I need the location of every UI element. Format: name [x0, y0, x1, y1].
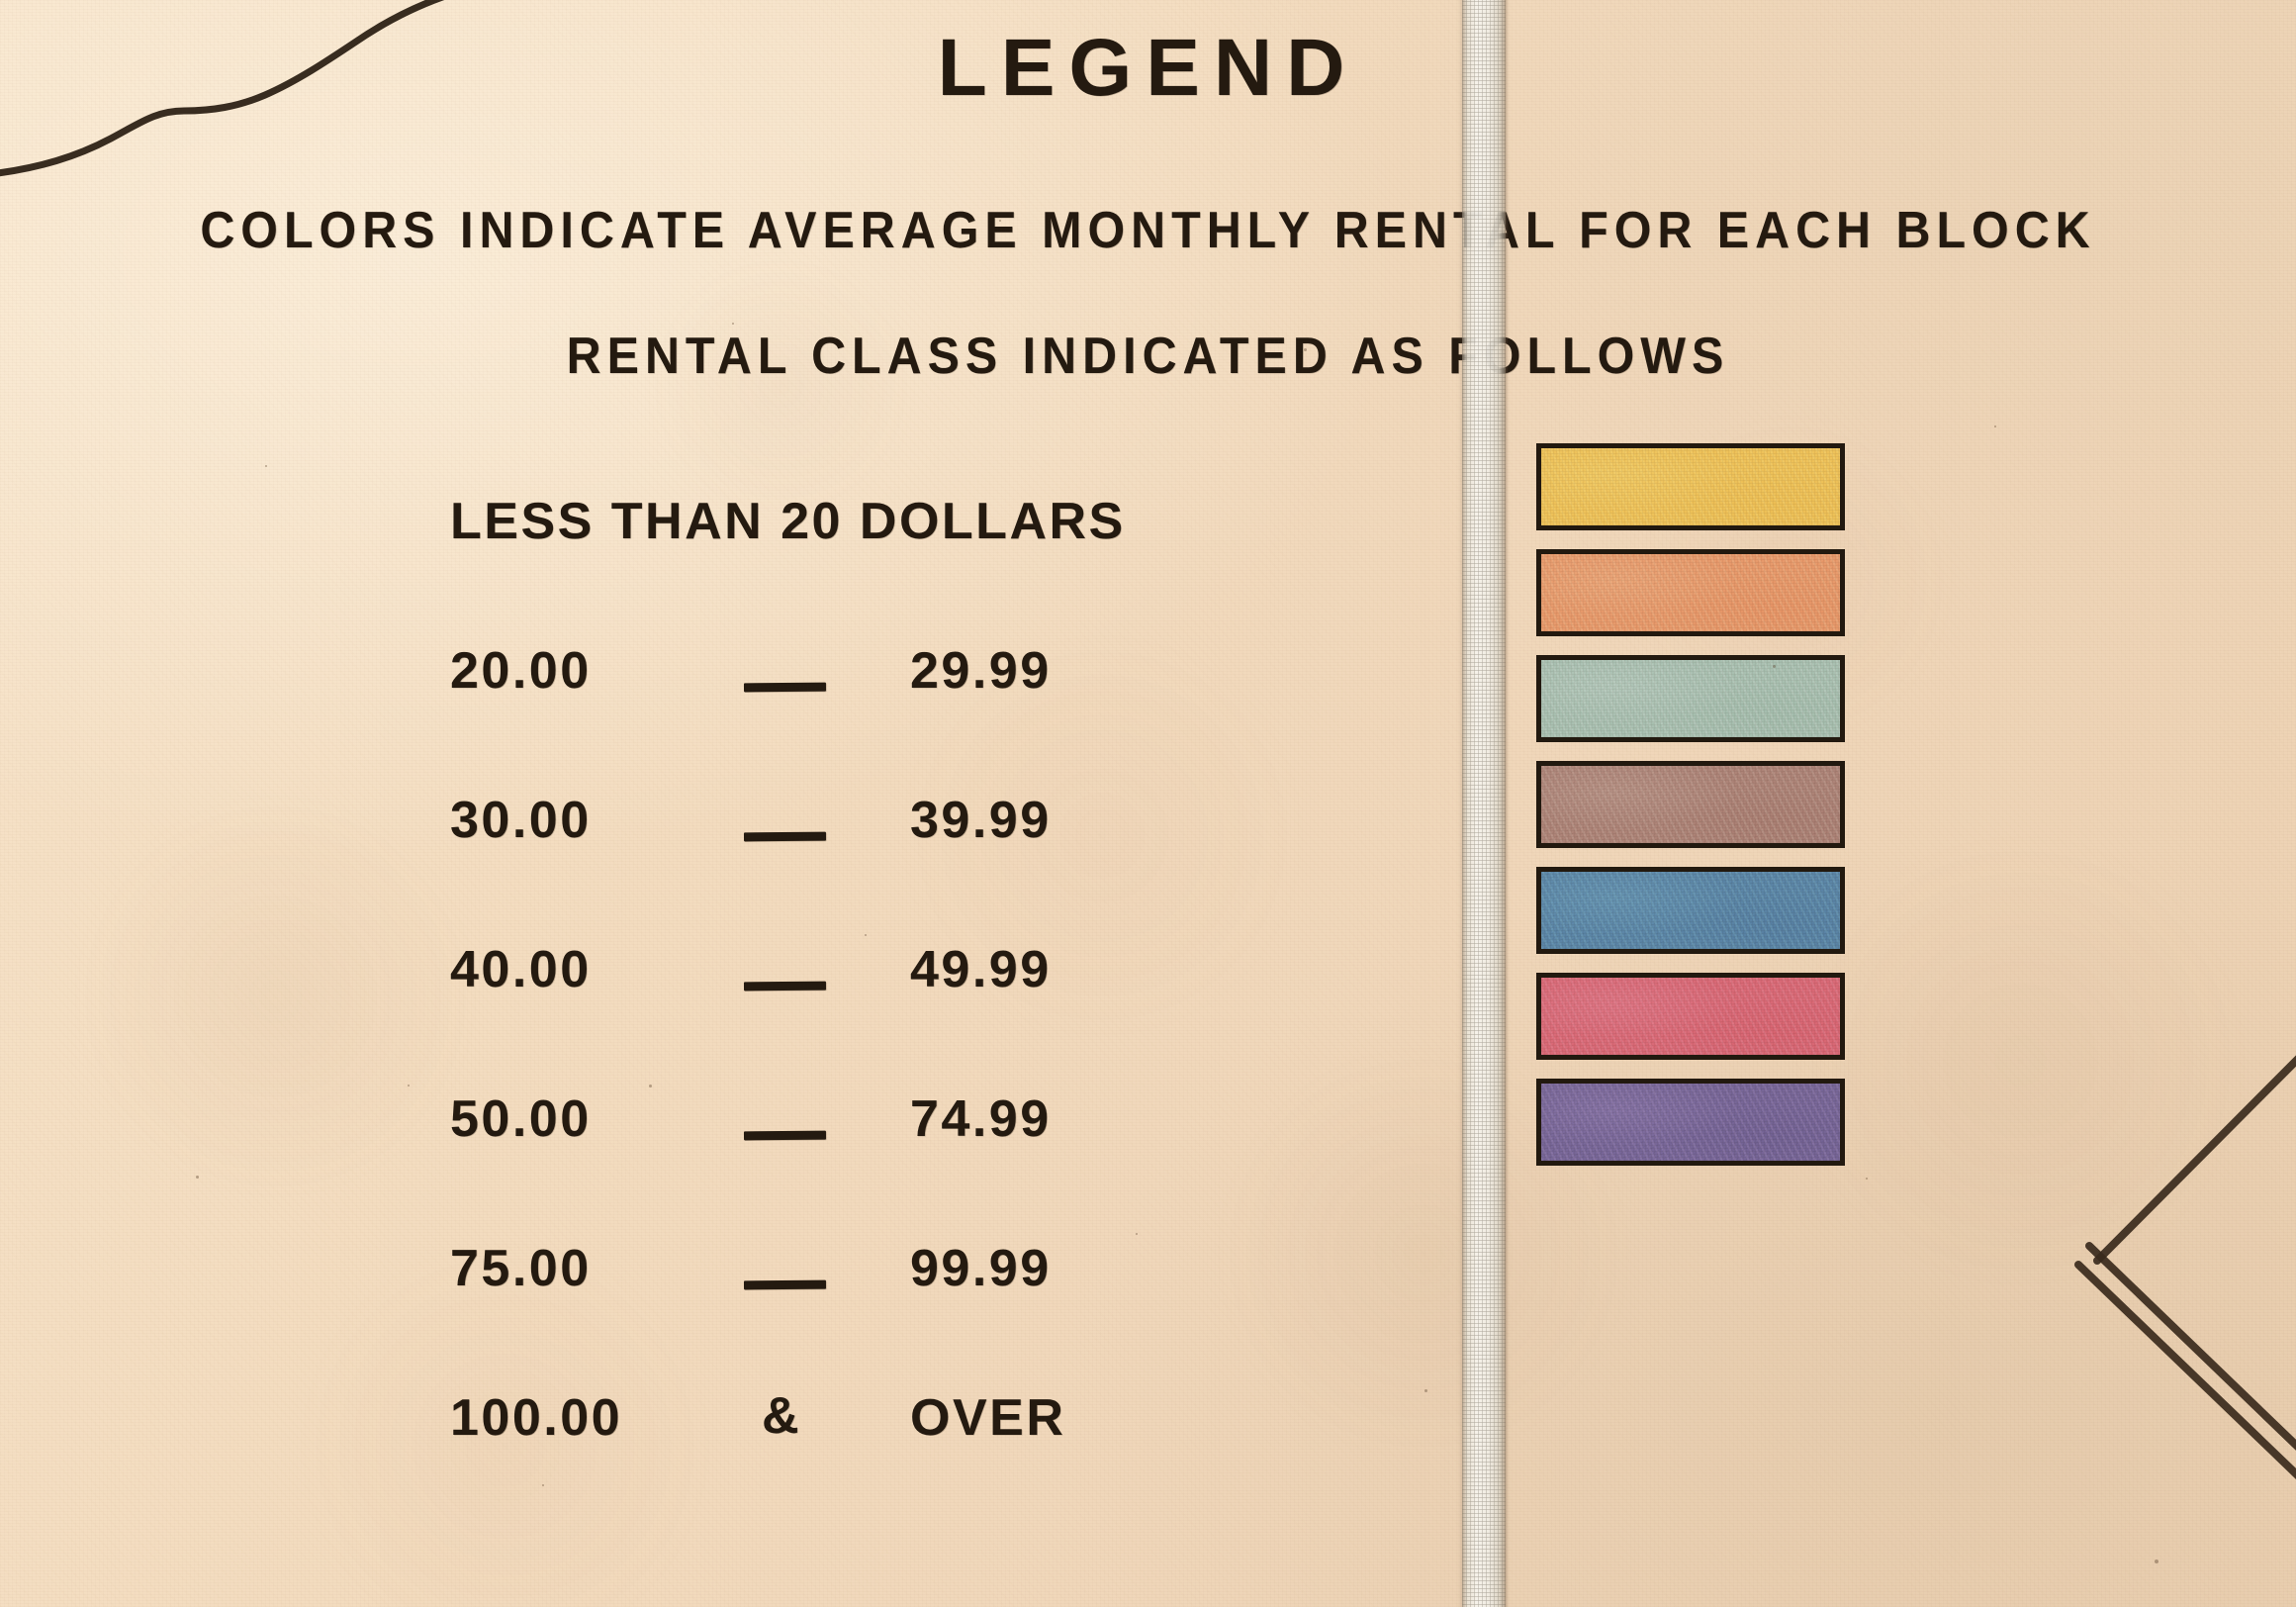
legend-color-swatch-fill	[1541, 554, 1840, 631]
legend-row-range-min: 40.00	[450, 941, 592, 998]
legend-color-swatch	[1536, 655, 1845, 742]
legend-row-label: LESS THAN 20 DOLLARS	[450, 493, 1126, 550]
legend-row-range-max: 29.99	[910, 642, 1052, 700]
legend-row-ampersand: &	[762, 1387, 799, 1445]
legend-row: 30.00 39.99	[0, 791, 1424, 940]
legend-row-range-max: 39.99	[910, 792, 1052, 849]
legend-color-swatch	[1536, 1079, 1845, 1166]
legend-row-dash-separator	[743, 682, 827, 693]
legend-row-range-max: OVER	[910, 1389, 1066, 1447]
legend-subtitle-line-1: COLORS INDICATE AVERAGE MONTHLY RENTAL F…	[200, 202, 2096, 259]
legend-color-swatch-column	[1536, 443, 1845, 1184]
legend-title: LEGEND	[937, 23, 1359, 113]
legend-row: 75.00 99.99	[0, 1239, 1424, 1388]
legend-row-range-max: 74.99	[910, 1090, 1052, 1148]
legend-color-swatch-fill	[1541, 448, 1840, 525]
legend-row: 40.00 49.99	[0, 940, 1424, 1089]
legend-subtitle-line-2: RENTAL CLASS INDICATED AS FOLLOWS	[566, 328, 1730, 385]
tape-weave-texture	[1462, 0, 1506, 1607]
legend-row: LESS THAN 20 DOLLARS	[0, 492, 1424, 641]
legend-row: 50.00 74.99	[0, 1089, 1424, 1239]
legend-color-swatch-fill	[1541, 1084, 1840, 1161]
legend-row-dash-separator	[743, 831, 827, 842]
legend-row-range-min: 75.00	[450, 1240, 592, 1297]
legend-row-range-min: 30.00	[450, 792, 592, 849]
fold-seam-shadow	[1505, 0, 1508, 1607]
legend-color-swatch-fill	[1541, 978, 1840, 1055]
legend-row-range-min: 100.00	[450, 1389, 623, 1447]
legend-row-dash-separator	[743, 1279, 827, 1290]
legend-color-swatch	[1536, 549, 1845, 636]
legend-row-range-min: 20.00	[450, 642, 592, 700]
legend-row: 20.00 29.99	[0, 641, 1424, 791]
linen-repair-tape	[1462, 0, 1506, 1607]
legend-color-swatch	[1536, 867, 1845, 954]
legend-color-swatch	[1536, 443, 1845, 530]
legend-color-swatch-fill	[1541, 766, 1840, 843]
legend-color-swatch-fill	[1541, 872, 1840, 949]
legend-row-dash-separator	[743, 981, 827, 992]
legend-row: 100.00 & OVER	[0, 1387, 1424, 1538]
legend-color-swatch	[1536, 973, 1845, 1060]
legend-row-range-min: 50.00	[450, 1090, 592, 1148]
legend-color-swatch	[1536, 761, 1845, 848]
legend-range-rows: LESS THAN 20 DOLLARS 20.00 29.99 30.00 39.99…	[0, 492, 1424, 1538]
legend-row-dash-separator	[743, 1130, 827, 1141]
legend-row-range-max: 49.99	[910, 941, 1052, 998]
legend-row-range-max: 99.99	[910, 1240, 1052, 1297]
legend-color-swatch-fill	[1541, 660, 1840, 737]
